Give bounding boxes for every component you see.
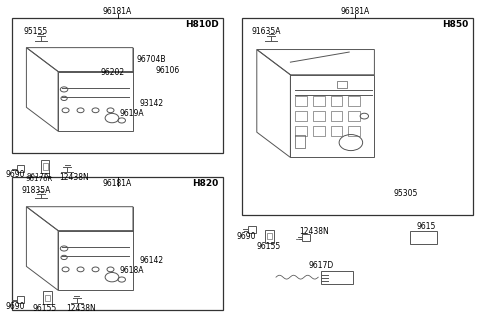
Bar xyxy=(45,295,50,301)
Bar xyxy=(295,135,305,148)
Text: 96142: 96142 xyxy=(139,256,163,265)
Text: 12438N: 12438N xyxy=(300,227,329,236)
Bar xyxy=(313,112,325,121)
Text: 96181A: 96181A xyxy=(341,7,370,16)
Bar xyxy=(17,165,24,172)
Bar xyxy=(12,177,223,310)
Text: 95305: 95305 xyxy=(394,189,418,198)
Bar xyxy=(242,18,473,215)
Text: 12438N: 12438N xyxy=(66,304,96,314)
Text: 96155: 96155 xyxy=(257,242,281,252)
Text: 93142: 93142 xyxy=(139,99,163,108)
Bar xyxy=(295,112,307,121)
Text: 9618A: 9618A xyxy=(120,266,144,275)
Text: 96176L: 96176L xyxy=(26,174,52,179)
Text: 9615: 9615 xyxy=(417,222,436,231)
Text: 12438N: 12438N xyxy=(60,173,89,182)
Bar xyxy=(267,233,272,239)
Text: 96176R: 96176R xyxy=(26,176,53,182)
Bar xyxy=(290,75,374,157)
Bar xyxy=(12,18,223,153)
Text: 91635A: 91635A xyxy=(252,27,281,36)
Text: H820: H820 xyxy=(192,179,218,188)
Bar xyxy=(248,226,256,233)
Bar xyxy=(336,81,347,88)
Text: H850: H850 xyxy=(442,20,468,29)
Text: 96202: 96202 xyxy=(101,68,125,77)
Bar xyxy=(313,126,325,136)
Text: 96106: 96106 xyxy=(156,66,180,75)
Bar xyxy=(331,112,342,121)
Text: 9690: 9690 xyxy=(6,170,25,179)
Bar xyxy=(321,271,353,284)
Bar xyxy=(43,163,48,170)
Text: 9617D: 9617D xyxy=(309,261,334,270)
Text: 91835A: 91835A xyxy=(21,186,51,195)
Bar xyxy=(348,126,360,136)
Text: 95155: 95155 xyxy=(24,27,48,36)
Bar xyxy=(17,296,24,303)
Bar xyxy=(348,112,360,121)
Text: 9619A: 9619A xyxy=(120,109,144,118)
Bar xyxy=(348,96,360,106)
Text: 9690: 9690 xyxy=(6,302,25,311)
Bar xyxy=(295,126,307,136)
Text: H810D: H810D xyxy=(185,20,218,29)
Bar xyxy=(265,230,274,243)
Bar xyxy=(58,231,133,290)
Bar xyxy=(331,126,342,136)
Bar xyxy=(313,96,325,106)
Bar xyxy=(331,96,342,106)
Text: 96704B: 96704B xyxy=(136,54,166,64)
Bar xyxy=(41,160,49,173)
Text: 96181A: 96181A xyxy=(103,7,132,16)
Text: 96155: 96155 xyxy=(32,304,56,313)
Bar xyxy=(302,234,310,241)
Bar xyxy=(295,96,307,106)
Text: 9690: 9690 xyxy=(237,232,256,241)
Bar xyxy=(410,231,437,244)
Bar xyxy=(58,72,133,131)
Bar xyxy=(43,291,52,304)
Text: 96181A: 96181A xyxy=(103,179,132,188)
